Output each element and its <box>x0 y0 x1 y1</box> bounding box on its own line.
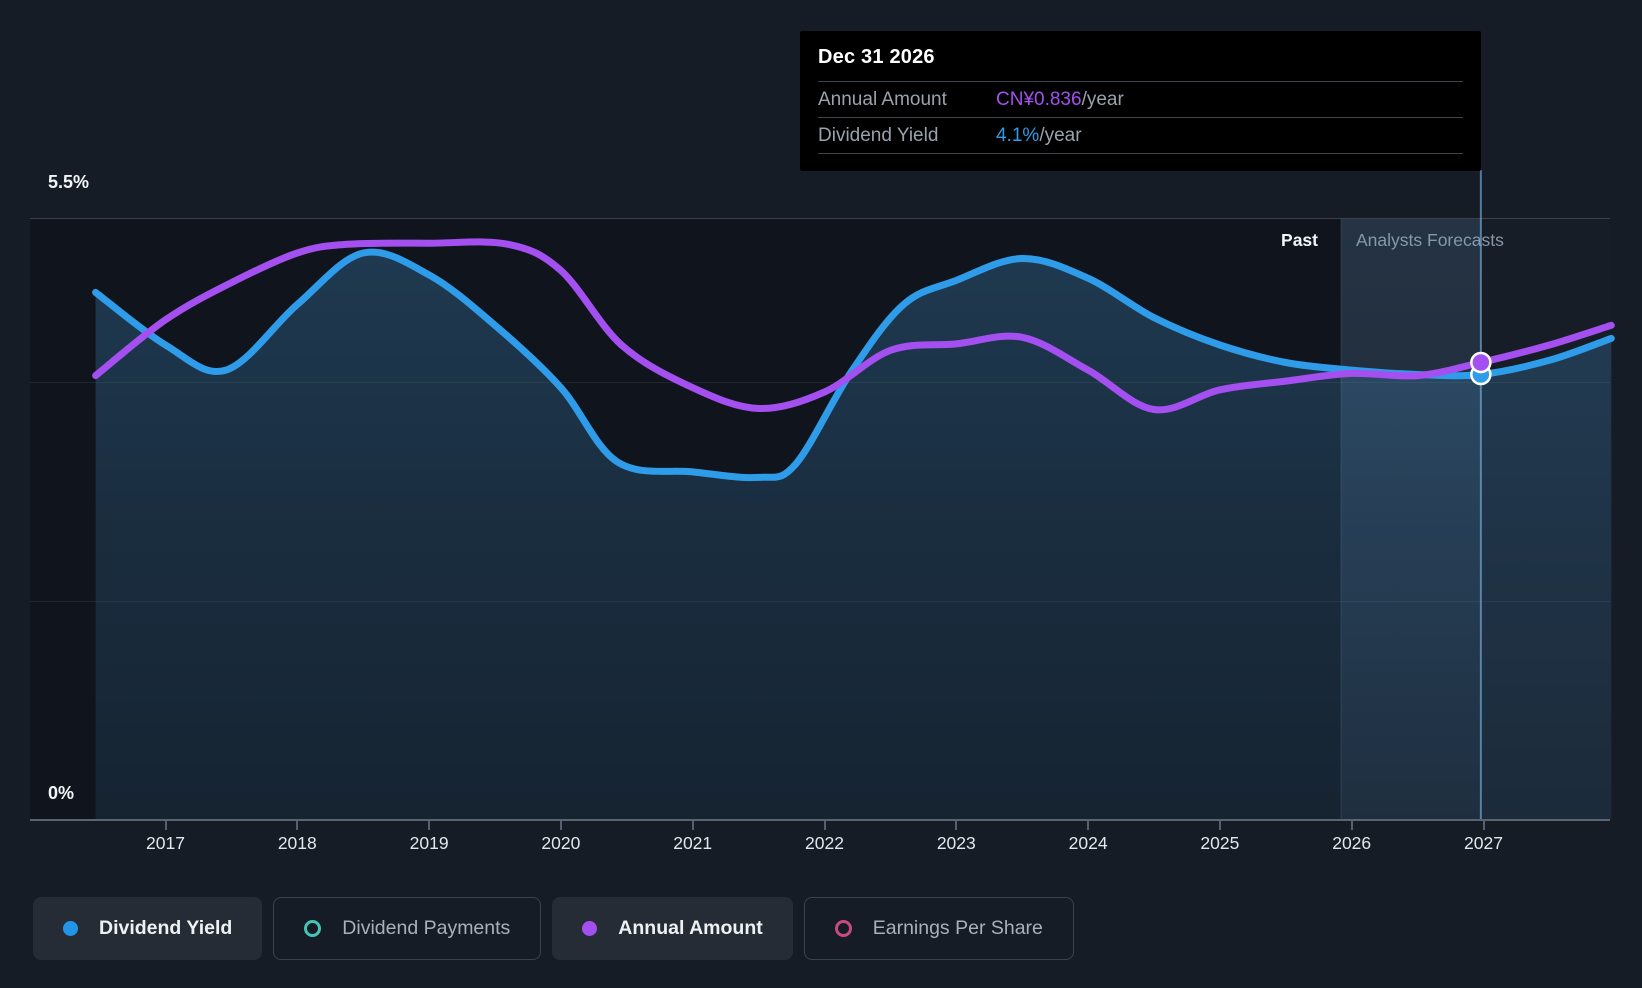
legend-dividend-yield[interactable]: Dividend Yield <box>33 897 263 960</box>
axis-tick <box>164 821 167 830</box>
x-axis-label: 2018 <box>277 833 317 853</box>
x-axis-label: 2024 <box>1068 833 1108 853</box>
tooltip-label: Annual Amount <box>818 88 947 110</box>
axis-tick <box>823 821 826 830</box>
y-axis-label-min: 0% <box>48 783 75 803</box>
x-axis-label: 2027 <box>1464 833 1503 853</box>
hover-highlight-band <box>1341 219 1481 819</box>
legend-annual-amount[interactable]: Annual Amount <box>552 897 793 960</box>
chart-legend: Dividend Yield Dividend Payments Annual … <box>33 897 1074 960</box>
axis-tick <box>955 821 958 830</box>
dividend-yield-dot-icon <box>63 921 78 936</box>
axis-tick <box>1350 821 1353 830</box>
dividend-yield-area <box>95 252 1612 819</box>
legend-label: Dividend Payments <box>342 917 511 939</box>
axis-tick <box>1087 821 1090 830</box>
past-region-label: Past <box>1281 230 1318 250</box>
tooltip-label: Dividend Yield <box>818 124 939 146</box>
chart-tooltip: Dec 31 2026 Annual Amount CN¥0.836/year … <box>800 31 1481 171</box>
x-axis-label: 2026 <box>1332 833 1372 853</box>
axis-tick <box>1482 821 1485 830</box>
annual-amount-line <box>92 238 1615 414</box>
dividend-payments-ring-icon <box>304 920 322 937</box>
tooltip-date: Dec 31 2026 <box>818 46 935 68</box>
legend-dividend-payments[interactable]: Dividend Payments <box>273 897 542 960</box>
annual-amount-marker <box>1470 351 1492 374</box>
axis-tick <box>296 821 299 830</box>
legend-earnings-per-share[interactable]: Earnings Per Share <box>803 897 1074 960</box>
x-axis-label: 2017 <box>146 833 185 853</box>
x-axis-label: 2021 <box>673 833 713 853</box>
x-axis-label: 2023 <box>936 833 976 853</box>
tooltip-value: 4.1%/year <box>996 124 1082 146</box>
gridline-4-pct <box>30 382 1610 383</box>
x-axis-label: 2020 <box>541 833 581 853</box>
annual-amount-dot-icon <box>582 921 598 936</box>
x-axis-label: 2022 <box>805 833 844 853</box>
x-axis-label: 2019 <box>409 833 449 853</box>
tooltip-row-dividend-yield: Dividend Yield 4.1%/year <box>818 117 1463 153</box>
tooltip-row-annual-amount: Annual Amount CN¥0.836/year <box>818 81 1463 117</box>
x-axis-label: 2025 <box>1200 833 1240 853</box>
axis-tick <box>559 821 562 830</box>
gridline-5-5-pct <box>30 218 1610 219</box>
y-axis-label-max: 5.5% <box>48 172 90 192</box>
legend-label: Earnings Per Share <box>872 917 1043 939</box>
legend-label: Annual Amount <box>618 917 763 939</box>
x-axis-line <box>30 819 1610 821</box>
earnings-per-share-ring-icon <box>834 920 852 937</box>
axis-tick <box>428 821 431 830</box>
axis-tick <box>1218 821 1221 830</box>
dividend-yield-line <box>92 248 1615 482</box>
tooltip-value: CN¥0.836/year <box>996 88 1124 110</box>
tooltip-divider <box>818 153 1463 154</box>
axis-tick <box>691 821 694 830</box>
legend-label: Dividend Yield <box>99 917 233 939</box>
